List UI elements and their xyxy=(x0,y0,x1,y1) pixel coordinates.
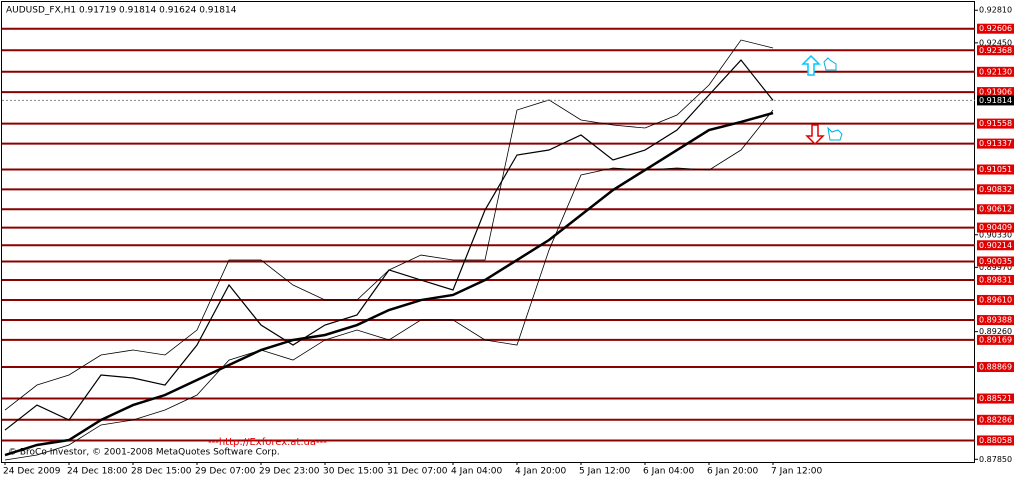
chart-title: AUDUSD_FX,H1 0.91719 0.91814 0.91624 0.9… xyxy=(6,6,237,16)
level-label: 0.90612 xyxy=(979,205,1012,214)
level-label: 0.88058 xyxy=(979,436,1012,445)
level-label-box xyxy=(977,164,1014,175)
x-tick-label: 29 Dec 07:00 xyxy=(195,467,256,477)
x-tick-label: 7 Jan 12:00 xyxy=(771,467,823,477)
x-tick-label: 24 Dec 2009 xyxy=(3,467,61,477)
level-label: 0.91558 xyxy=(979,119,1012,128)
level-label-box xyxy=(977,435,1014,446)
y-tick-label: 0.92450 xyxy=(979,38,1012,47)
level-label: 0.92606 xyxy=(979,24,1012,33)
level-label: 0.88521 xyxy=(979,394,1012,403)
y-tick-label: 0.89970 xyxy=(979,263,1012,272)
x-tick-label: 6 Jan 04:00 xyxy=(643,467,695,477)
level-label: 0.92368 xyxy=(979,46,1012,55)
level-label: 0.90832 xyxy=(979,185,1012,194)
level-label-box xyxy=(977,138,1014,149)
level-label: 0.89169 xyxy=(979,335,1012,344)
level-label: 0.89388 xyxy=(979,316,1012,325)
level-label-box xyxy=(977,66,1014,77)
price-line xyxy=(4,39,774,411)
level-label-box xyxy=(977,315,1014,326)
price-line xyxy=(4,109,774,461)
last-price-label: 0.91814 xyxy=(979,96,1012,105)
up-arrow xyxy=(801,54,821,76)
level-label-box xyxy=(977,118,1014,129)
level-label-box xyxy=(977,204,1014,215)
level-label-box xyxy=(977,393,1014,404)
link-text: ---http://Exforex.at.ua--- xyxy=(208,437,327,448)
x-tick-label: 30 Dec 15:00 xyxy=(323,467,384,477)
level-label-box xyxy=(977,274,1014,285)
last-price-box xyxy=(977,95,1014,106)
watermark: © BroCo Investor, © 2001-2008 MetaQuotes… xyxy=(8,448,280,458)
level-label: 0.90409 xyxy=(979,223,1012,232)
y-tick-label: 0.87850 xyxy=(979,455,1012,464)
level-label: 0.91337 xyxy=(979,139,1012,148)
level-label: 0.88869 xyxy=(979,363,1012,372)
plot-frame xyxy=(1,1,975,463)
x-tick-label: 6 Jan 20:00 xyxy=(707,467,759,477)
level-label-box xyxy=(977,240,1014,251)
x-tick-label: 31 Dec 07:00 xyxy=(387,467,448,477)
up-signal xyxy=(801,54,837,76)
level-label-box xyxy=(977,45,1014,56)
hand-icon xyxy=(827,126,843,141)
y-tick-label: 0.92810 xyxy=(979,6,1012,15)
level-label: 0.88286 xyxy=(979,415,1012,424)
level-label: 0.91051 xyxy=(979,165,1012,174)
level-label: 0.89610 xyxy=(979,295,1012,304)
level-label: 0.89831 xyxy=(979,275,1012,284)
level-label-box xyxy=(977,414,1014,425)
level-label-box xyxy=(977,222,1014,233)
level-label-box xyxy=(977,184,1014,195)
down-signal xyxy=(805,124,843,146)
x-tick-label: 28 Dec 15:00 xyxy=(131,467,192,477)
x-tick-label: 4 Jan 04:00 xyxy=(451,467,503,477)
down-arrow xyxy=(805,124,825,146)
level-label: 0.91906 xyxy=(979,88,1012,97)
x-tick-label: 5 Jan 12:00 xyxy=(579,467,631,477)
level-label: 0.90035 xyxy=(979,257,1012,266)
level-label-box xyxy=(977,362,1014,373)
y-tick-label: 0.89260 xyxy=(979,327,1012,336)
level-label-box xyxy=(977,294,1014,305)
y-tick-label: 0.90330 xyxy=(979,230,1012,239)
level-label-box xyxy=(977,23,1014,34)
level-label: 0.90214 xyxy=(979,241,1012,250)
x-tick-label: 29 Dec 23:00 xyxy=(259,467,320,477)
x-tick-label: 24 Dec 18:00 xyxy=(67,467,128,477)
level-label-box xyxy=(977,334,1014,345)
plot-area xyxy=(2,27,975,461)
x-tick-label: 4 Jan 20:00 xyxy=(515,467,567,477)
level-label: 0.92130 xyxy=(979,67,1012,76)
level-label-box xyxy=(977,256,1014,267)
level-label-box xyxy=(977,87,1014,98)
hand-icon xyxy=(823,57,837,71)
